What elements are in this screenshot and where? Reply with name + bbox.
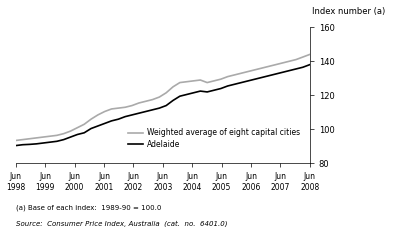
Weighted average of eight capital cities [123,106,127,109]
Adelaide [239,81,244,84]
Adelaide [252,78,257,81]
Weighted average of eight capital cities [48,135,52,138]
Adelaide [164,104,169,107]
Adelaide [287,69,291,72]
Adelaide [89,127,93,130]
Adelaide [61,138,66,141]
Weighted average of eight capital cities [191,79,196,82]
Weighted average of eight capital cities [171,85,175,88]
Weighted average of eight capital cities [143,100,148,103]
Adelaide [266,74,271,77]
Adelaide [68,136,73,138]
Weighted average of eight capital cities [82,123,87,126]
Line: Adelaide: Adelaide [16,65,310,146]
Adelaide [34,143,39,145]
Weighted average of eight capital cities [150,98,155,101]
Adelaide [218,87,223,90]
Adelaide [307,63,312,66]
Adelaide [260,76,264,79]
Legend: Weighted average of eight capital cities, Adelaide: Weighted average of eight capital cities… [128,128,300,149]
Weighted average of eight capital cities [34,136,39,139]
Adelaide [20,143,25,146]
Adelaide [82,131,87,134]
Weighted average of eight capital cities [27,137,32,140]
Weighted average of eight capital cities [13,139,18,142]
Weighted average of eight capital cities [225,75,230,78]
Weighted average of eight capital cities [75,126,80,129]
Weighted average of eight capital cities [109,108,114,110]
Weighted average of eight capital cities [280,62,285,64]
Weighted average of eight capital cities [184,80,189,83]
Weighted average of eight capital cities [287,60,291,63]
Adelaide [143,110,148,113]
Adelaide [212,89,216,91]
Adelaide [191,91,196,94]
Weighted average of eight capital cities [205,81,210,84]
Weighted average of eight capital cities [41,136,46,138]
Adelaide [13,144,18,147]
Weighted average of eight capital cities [61,132,66,135]
Adelaide [123,115,127,118]
Weighted average of eight capital cities [239,72,244,74]
Adelaide [246,79,251,82]
Adelaide [232,83,237,86]
Adelaide [54,140,59,143]
Weighted average of eight capital cities [294,58,299,61]
Weighted average of eight capital cities [212,79,216,82]
Weighted average of eight capital cities [68,130,73,132]
Adelaide [294,68,299,70]
Adelaide [177,95,182,98]
Adelaide [273,73,278,75]
Text: Index number (a): Index number (a) [312,7,385,16]
Weighted average of eight capital cities [232,74,237,76]
Adelaide [116,118,121,121]
Line: Weighted average of eight capital cities: Weighted average of eight capital cities [16,54,310,141]
Adelaide [157,107,162,109]
Weighted average of eight capital cities [89,118,93,121]
Adelaide [184,93,189,96]
Weighted average of eight capital cities [252,69,257,71]
Weighted average of eight capital cities [96,114,100,116]
Weighted average of eight capital cities [301,56,305,58]
Adelaide [109,119,114,122]
Weighted average of eight capital cities [116,107,121,109]
Adelaide [280,71,285,74]
Adelaide [41,142,46,144]
Text: (a) Base of each index:  1989-90 = 100.0: (a) Base of each index: 1989-90 = 100.0 [16,204,161,211]
Text: Source:  Consumer Price Index, Australia  (cat.  no.  6401.0): Source: Consumer Price Index, Australia … [16,220,227,227]
Adelaide [102,122,107,125]
Weighted average of eight capital cities [20,138,25,141]
Weighted average of eight capital cities [218,78,223,81]
Adelaide [75,133,80,136]
Weighted average of eight capital cities [246,70,251,73]
Weighted average of eight capital cities [157,96,162,98]
Weighted average of eight capital cities [198,79,203,81]
Weighted average of eight capital cities [130,104,135,107]
Adelaide [130,114,135,116]
Adelaide [225,85,230,87]
Weighted average of eight capital cities [260,67,264,69]
Adelaide [48,141,52,143]
Weighted average of eight capital cities [164,91,169,94]
Adelaide [171,99,175,102]
Weighted average of eight capital cities [273,63,278,66]
Weighted average of eight capital cities [54,134,59,137]
Adelaide [205,91,210,93]
Adelaide [96,125,100,127]
Weighted average of eight capital cities [307,53,312,56]
Weighted average of eight capital cities [266,65,271,68]
Adelaide [150,109,155,111]
Adelaide [27,143,32,146]
Adelaide [137,112,141,115]
Weighted average of eight capital cities [177,81,182,84]
Adelaide [301,66,305,69]
Weighted average of eight capital cities [137,102,141,104]
Adelaide [198,90,203,92]
Weighted average of eight capital cities [102,110,107,113]
